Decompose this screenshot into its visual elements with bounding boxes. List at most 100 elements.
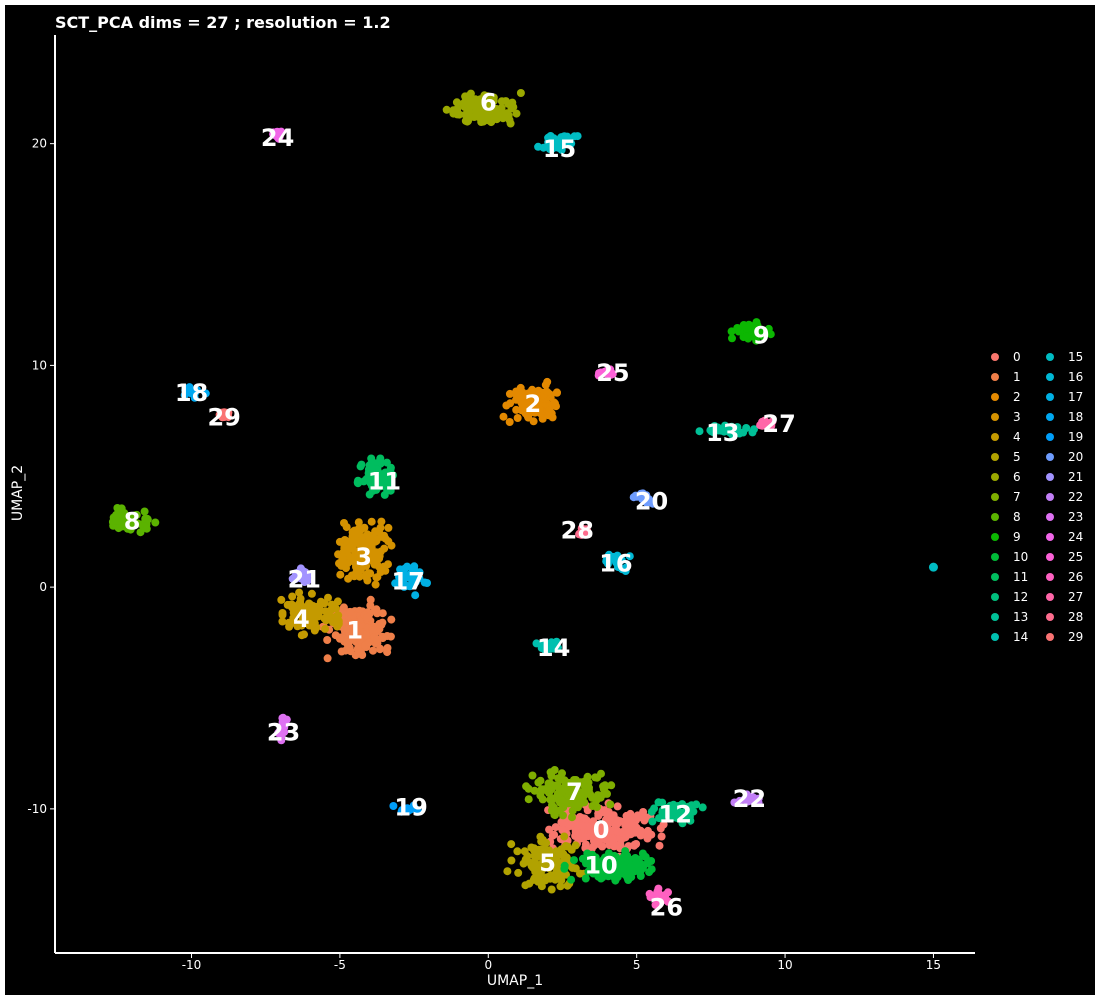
- cell-point: [201, 389, 210, 398]
- cluster-label-28: 28: [561, 516, 594, 544]
- cell-point: [585, 783, 593, 792]
- cell-point: [490, 108, 498, 117]
- cell-point: [593, 803, 601, 812]
- legend-label: 7: [1013, 490, 1021, 504]
- legend-label: 0: [1013, 350, 1021, 364]
- cluster-11-points: [353, 454, 397, 499]
- cell-point: [499, 412, 508, 421]
- cell-point: [581, 874, 590, 883]
- cell-point: [742, 790, 751, 799]
- legend-label: 16: [1068, 370, 1083, 384]
- cluster-18-points: [180, 383, 210, 402]
- chart-title: SCT_PCA dims = 27 ; resolution = 1.2: [55, 13, 391, 32]
- cell-point: [357, 460, 366, 469]
- cell-point: [478, 99, 487, 108]
- cell-point: [384, 523, 393, 532]
- cell-point: [607, 781, 616, 790]
- x-tick-label: 5: [633, 958, 641, 972]
- legend-key: [991, 473, 999, 481]
- cluster-label-2: 2: [524, 390, 541, 418]
- cluster-3-points: [334, 517, 396, 589]
- cell-point: [589, 869, 598, 878]
- cell-point: [513, 414, 522, 422]
- cluster-label-19: 19: [394, 794, 427, 822]
- legend-key: [1046, 473, 1054, 481]
- cell-point: [756, 421, 765, 430]
- legend-item-15: 15: [1046, 350, 1083, 364]
- legend-key: [991, 413, 999, 421]
- cell-point: [597, 808, 605, 817]
- legend-key: [991, 513, 999, 521]
- cluster-label-24: 24: [261, 124, 294, 152]
- legend-item-3: 3: [991, 410, 1021, 424]
- cell-point: [405, 582, 414, 591]
- cell-point: [377, 480, 386, 489]
- legend-key: [991, 493, 999, 501]
- cell-point: [766, 330, 775, 339]
- cell-point: [528, 771, 537, 780]
- legend-item-23: 23: [1046, 510, 1083, 524]
- cluster-22-points: [730, 790, 763, 807]
- cell-point: [452, 98, 461, 107]
- cell-point: [614, 869, 623, 878]
- cell-point: [568, 813, 576, 822]
- cell-point: [670, 803, 679, 812]
- cell-point: [606, 800, 615, 809]
- cell-point: [608, 835, 617, 844]
- cell-point: [337, 647, 346, 656]
- cell-point: [534, 778, 543, 787]
- cell-point: [291, 619, 300, 627]
- cluster-7-points: [522, 766, 616, 822]
- cluster-label-4: 4: [293, 605, 310, 633]
- cell-point: [490, 114, 499, 123]
- cell-point: [559, 786, 568, 795]
- cell-point: [589, 842, 598, 851]
- x-tick-label: 0: [484, 958, 492, 972]
- cell-point: [750, 321, 758, 330]
- legend-key: [991, 553, 999, 561]
- legend-item-0: 0: [991, 350, 1021, 364]
- legend-key: [991, 613, 999, 621]
- cell-point: [333, 597, 342, 606]
- cell-point: [750, 798, 759, 807]
- cell-point: [550, 855, 558, 864]
- cell-point: [553, 388, 561, 397]
- legend-label: 18: [1068, 410, 1083, 424]
- cell-point: [538, 641, 547, 649]
- cell-point: [519, 403, 528, 412]
- cell-point: [550, 830, 559, 839]
- cell-point: [544, 784, 553, 793]
- cell-point: [480, 91, 489, 100]
- cell-point: [377, 620, 386, 629]
- cell-point: [371, 527, 380, 536]
- cluster-24-points: [269, 127, 286, 143]
- cell-point: [336, 570, 345, 579]
- legend-item-29: 29: [1046, 630, 1083, 644]
- cell-point: [576, 791, 585, 800]
- cluster-label-26: 26: [650, 893, 683, 921]
- cell-point: [553, 643, 562, 652]
- legend-key: [991, 353, 999, 361]
- legend-label: 26: [1068, 570, 1083, 584]
- cell-point: [323, 654, 332, 663]
- legend-key: [991, 453, 999, 461]
- cell-point: [657, 832, 666, 841]
- cell-point: [630, 840, 639, 849]
- cluster-label-0: 0: [593, 816, 610, 844]
- cell-point: [573, 132, 582, 141]
- points-layer: [108, 89, 938, 909]
- legend-item-5: 5: [991, 450, 1021, 464]
- cell-point: [613, 816, 622, 825]
- cluster-label-20: 20: [635, 488, 668, 516]
- legend-label: 3: [1013, 410, 1021, 424]
- legend-item-25: 25: [1046, 550, 1083, 564]
- legend-key: [991, 633, 999, 641]
- cell-point: [377, 517, 386, 526]
- cell-point: [636, 872, 645, 880]
- legend-label: 21: [1068, 470, 1083, 484]
- cluster-6-points: [442, 89, 525, 128]
- cell-point: [503, 867, 512, 876]
- cell-point: [505, 389, 514, 398]
- cluster-25-points: [594, 365, 617, 380]
- cell-point: [327, 606, 335, 615]
